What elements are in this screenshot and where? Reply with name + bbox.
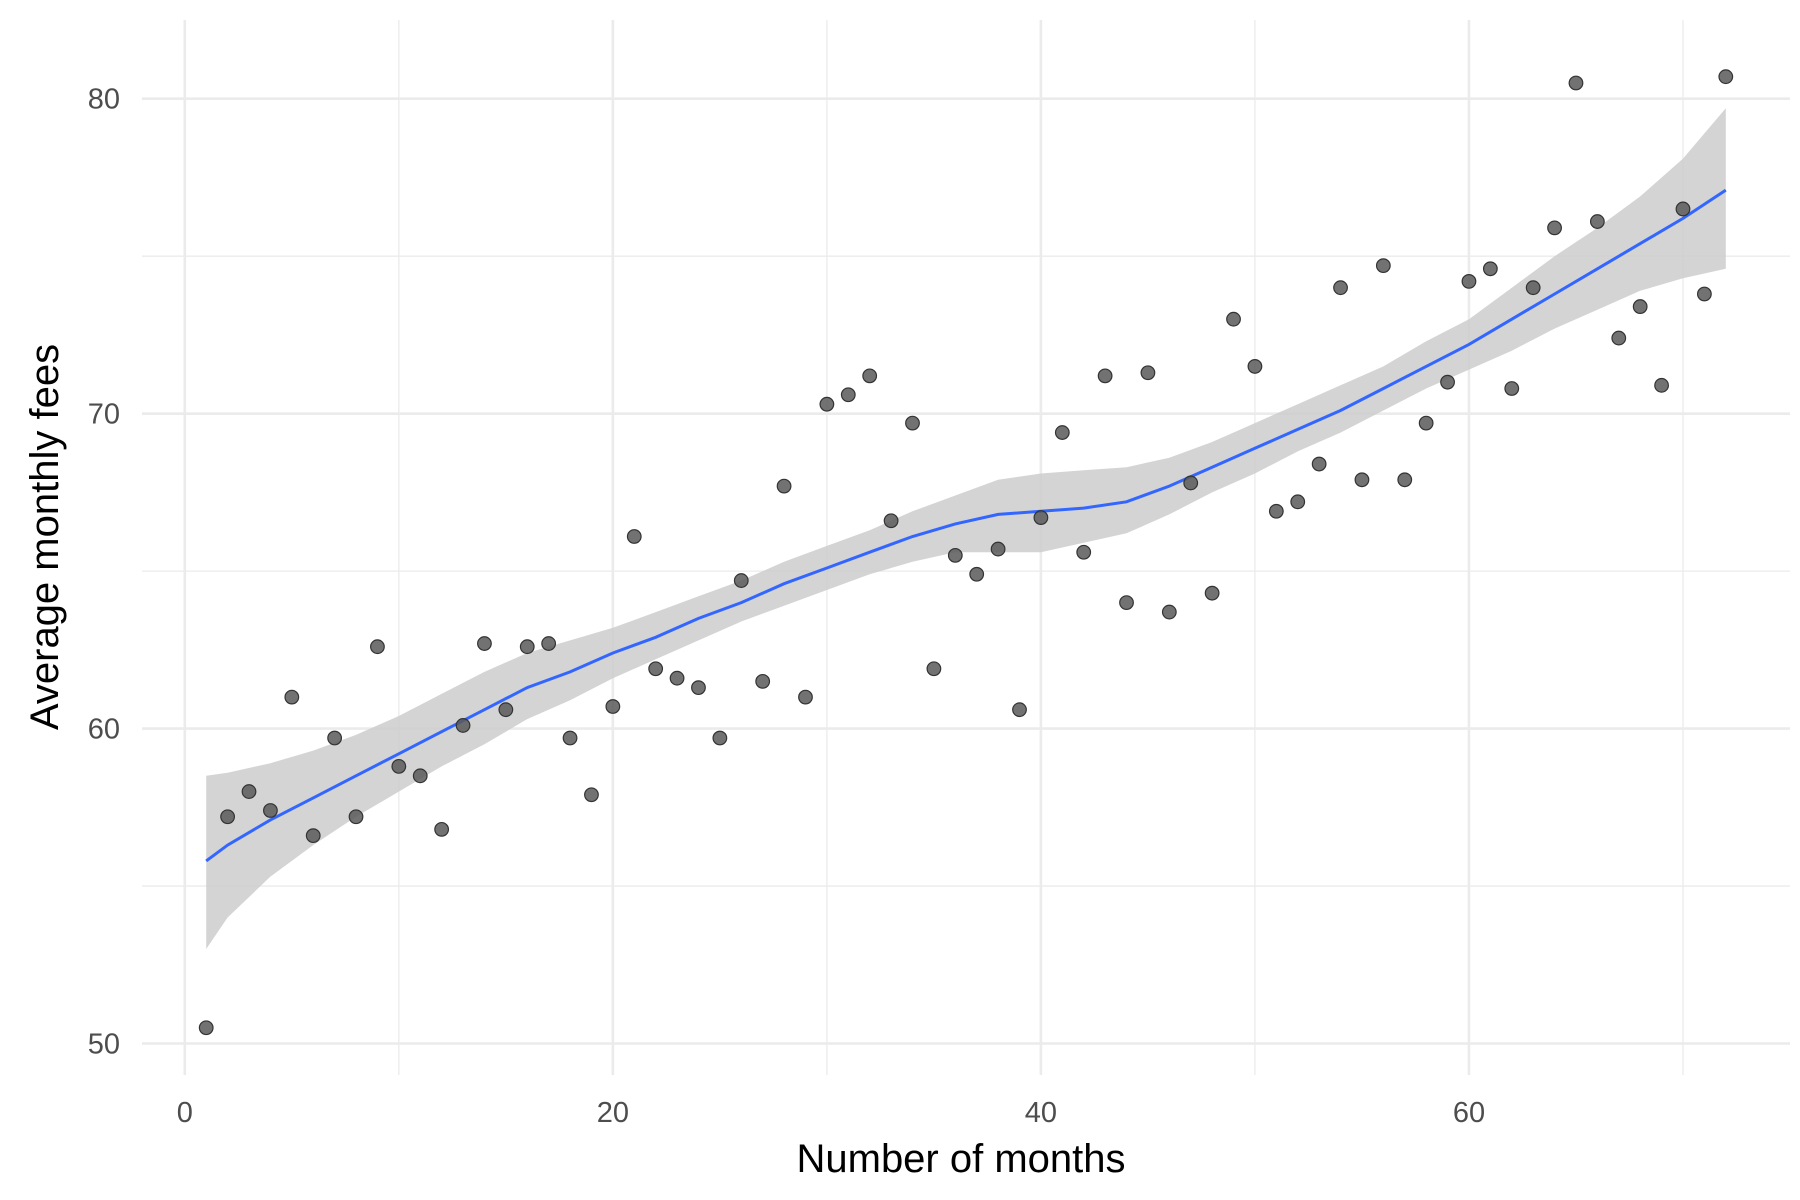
data-point	[1547, 220, 1562, 236]
data-point	[1482, 261, 1498, 277]
data-point	[1397, 472, 1413, 488]
data-point	[905, 415, 920, 431]
data-point	[840, 387, 856, 403]
data-point	[1525, 280, 1541, 296]
data-point	[669, 670, 685, 686]
data-point	[284, 689, 300, 705]
data-point	[348, 809, 364, 825]
data-point	[1354, 472, 1370, 488]
x-tick-label: 0	[177, 1097, 193, 1129]
x-tick-label: 60	[1453, 1097, 1485, 1129]
data-point	[1161, 604, 1177, 620]
data-point	[712, 730, 728, 746]
data-point	[1311, 456, 1327, 472]
data-point	[1183, 475, 1199, 491]
smooth-trend-line	[205, 188, 1727, 863]
data-point	[926, 661, 942, 677]
major-gridlines	[142, 20, 1790, 1075]
data-point	[1418, 415, 1434, 431]
data-point	[220, 809, 236, 825]
data-point	[198, 1020, 214, 1036]
data-point	[1097, 368, 1113, 384]
y-tick-label: 80	[88, 84, 120, 116]
confidence-ribbon	[206, 108, 1726, 949]
data-point	[1589, 214, 1605, 229]
data-point	[862, 368, 878, 384]
data-point	[798, 689, 813, 705]
data-point	[391, 758, 407, 774]
y-axis-tick-labels: 50 60 70 80	[88, 84, 120, 1061]
data-point	[755, 673, 771, 689]
data-point	[1675, 201, 1691, 217]
data-point	[1033, 510, 1049, 525]
data-point	[327, 730, 343, 746]
data-point	[1140, 365, 1156, 381]
data-point	[691, 680, 706, 696]
data-point	[990, 541, 1006, 557]
y-tick-label: 60	[88, 714, 120, 746]
y-axis-title: Average monthly fees	[23, 344, 67, 730]
data-point	[1718, 69, 1734, 85]
data-point	[498, 702, 514, 718]
data-point	[1333, 280, 1348, 296]
data-point	[1440, 374, 1455, 390]
data-point	[370, 639, 385, 655]
data-point	[626, 529, 642, 544]
data-point	[305, 828, 321, 844]
data-point	[1375, 258, 1391, 274]
data-point	[1461, 273, 1477, 289]
data-point	[519, 639, 535, 655]
data-point	[1012, 702, 1027, 718]
data-point	[455, 718, 471, 733]
data-point	[541, 636, 557, 651]
data-point	[1696, 286, 1712, 302]
data-point	[883, 513, 899, 529]
data-point	[1226, 311, 1241, 327]
x-axis-title: Number of months	[796, 1137, 1125, 1181]
data-points	[198, 69, 1734, 1036]
y-tick-label: 50	[88, 1029, 120, 1061]
data-point	[1568, 75, 1584, 91]
data-point	[1054, 425, 1070, 440]
x-axis-tick-labels: 0 20 40 60	[177, 1097, 1485, 1129]
y-tick-label: 70	[88, 399, 120, 431]
data-point	[1654, 377, 1669, 393]
data-point	[947, 547, 963, 563]
data-point	[434, 821, 450, 837]
data-point	[1119, 595, 1134, 611]
data-point	[733, 573, 749, 588]
data-point	[1504, 381, 1520, 396]
data-point	[819, 396, 835, 412]
data-point	[605, 699, 621, 714]
data-point	[1247, 359, 1263, 374]
data-point	[562, 730, 578, 746]
data-point	[412, 768, 428, 784]
data-point	[1290, 494, 1306, 510]
x-tick-label: 40	[1025, 1097, 1057, 1129]
data-point	[1268, 503, 1284, 519]
data-point	[776, 478, 792, 494]
data-point	[477, 636, 492, 651]
data-point	[1076, 544, 1092, 560]
data-point	[263, 803, 278, 818]
data-point	[969, 566, 985, 582]
data-point	[1611, 330, 1627, 346]
data-point	[1632, 299, 1648, 314]
data-point	[1204, 585, 1220, 601]
data-point	[648, 661, 664, 677]
data-point	[584, 787, 599, 803]
x-tick-label: 20	[597, 1097, 629, 1129]
data-point	[241, 784, 257, 799]
